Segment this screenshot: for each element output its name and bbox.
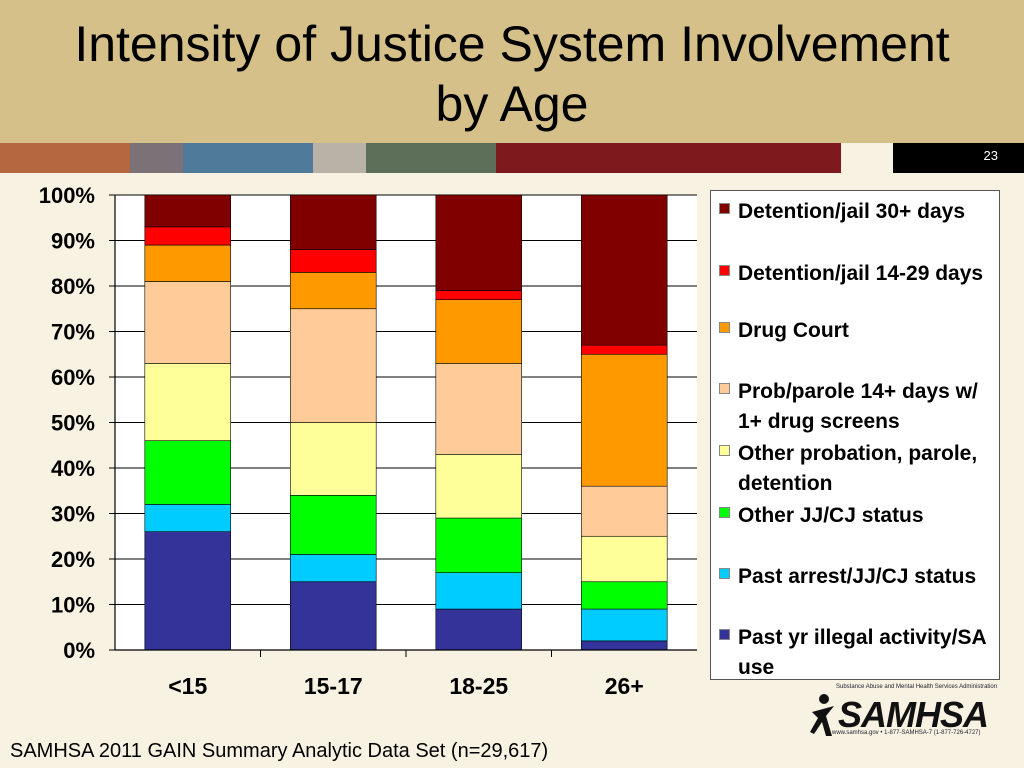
legend-label: Drug Court [738,319,849,342]
y-tick-label: 20% [51,547,95,572]
chart-legend: Detention/jail 30+ days Detention/jail 14… [710,190,1000,680]
bar-segment [435,290,522,300]
x-tick-label: 18-25 [449,673,508,699]
bar-segment [581,353,668,487]
slide-title-line-1: Intensity of Justice System Involvement [74,16,950,72]
source-footnote: SAMHSA 2011 GAIN Summary Analytic Data S… [10,740,549,762]
legend-label: Prob/parole 14+ days w/ 1+ drug screens [738,380,978,433]
samhsa-logo: Substance Abuse and Mental Health Servic… [808,684,997,744]
bar-segment [144,281,231,364]
bar-segment [144,363,231,442]
stripe-segment [130,143,183,173]
bar-segment [290,494,377,555]
bar-segment [435,299,522,364]
bar-segment [290,554,377,583]
legend-swatch [719,445,730,456]
bar-segment [290,249,377,273]
bar-segment [435,363,522,455]
x-tick-label: 15-17 [304,673,363,699]
bar-segment [290,422,377,496]
y-tick-label: 100% [39,183,95,208]
x-tick-label: <15 [168,673,207,699]
y-tick-label: 60% [51,365,95,390]
bar-segment [290,581,377,651]
bar-segment [435,454,522,519]
legend-swatch [719,383,730,394]
y-tick-label: 50% [51,411,95,436]
legend-label: Detention/jail 30+ days [738,200,966,223]
bar-segment [435,608,522,651]
bar-segment [290,194,377,250]
stripe-segment [893,143,1024,173]
bar-segment [581,535,668,583]
bar-segment [144,440,231,505]
bar-segment [435,517,522,573]
stripe-segment [0,143,130,173]
logo-tagline: Substance Abuse and Mental Health Servic… [836,684,998,690]
y-tick-label: 0% [63,638,95,663]
y-tick-label: 10% [51,593,95,618]
legend-swatch [719,507,730,518]
legend-label: Past yr illegal activity/SA use [738,626,986,679]
y-tick-label: 40% [51,456,95,481]
legend-swatch [719,322,730,333]
legend-label: Other JJ/CJ status [738,504,924,527]
color-stripe [0,143,1024,173]
legend-swatch [719,629,730,640]
slide-title-line-2: by Age [435,76,589,132]
bar-segment [581,608,668,642]
bar-segment [435,194,522,291]
bar-segment [144,504,231,532]
bar-segment [581,485,668,537]
bar-segment [290,308,377,423]
stripe-segment [841,143,893,173]
legend-label: Past arrest/JJ/CJ status [738,565,977,588]
y-tick-label: 30% [51,502,95,527]
y-tick-label: 80% [51,274,95,299]
bar-segment [581,581,668,610]
stripe-segment [366,143,496,173]
y-tick-label: 90% [51,229,95,254]
bar-segment [290,272,377,310]
bar-segment [144,531,231,651]
slide-number: 23 [983,148,998,163]
stripe-segment [183,143,313,173]
stacked-bar-chart: 0% 10% 20% 30% 40% 50% 60% 70% 80% 90% 100% <15 15-1… [39,183,697,699]
bar-segment [144,194,231,228]
legend-swatch [719,203,730,214]
legend-swatch [719,568,730,579]
stripe-segment [313,143,366,173]
person-figure-icon [810,694,834,736]
bar-segment [581,194,668,346]
bar-segment [581,640,668,651]
bar-segment [144,226,231,246]
slide-title: Intensity of Justice System Involvement … [0,14,1024,134]
logo-contact: www.samhsa.gov • 1-877-SAMHSA-7 (1-877-7… [832,730,981,736]
stripe-segment [496,143,841,173]
bar-segment [581,344,668,355]
y-tick-label: 70% [51,320,95,345]
bar-segment [144,244,231,282]
logo-wordmark: SAMHSA [838,694,989,735]
x-tick-label: 26+ [605,673,644,699]
bar-segment [435,572,522,610]
title-band [0,0,1024,143]
legend-label: Other probation, parole, detention [738,442,978,495]
legend-label: Detention/jail 14-29 days [738,262,984,285]
legend-swatch [719,265,730,276]
